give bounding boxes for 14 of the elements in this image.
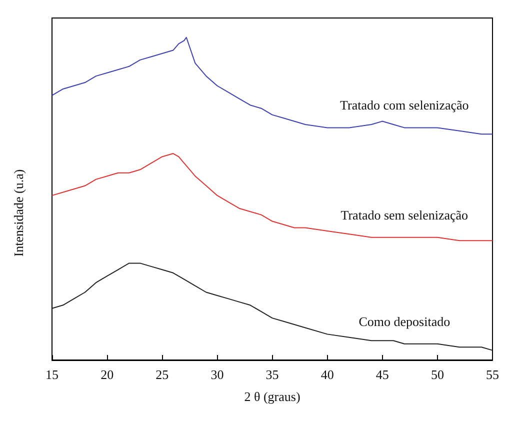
y-axis-title: Intensidade (u.a) [11,169,26,257]
series-label: Tratado com selenização [340,98,469,113]
x-tick-label: 35 [266,367,279,382]
x-axis-title: 2 θ (graus) [244,389,300,404]
x-tick-label: 50 [430,367,444,382]
series-label: Tratado sem selenização [340,207,468,222]
series-label: Como depositado [358,314,450,329]
x-tick-label: 40 [320,367,334,382]
x-tick-label: 30 [210,367,224,382]
x-tick-label: 25 [156,367,169,382]
x-tick-label: 15 [46,367,58,382]
x-tick-label: 45 [376,367,389,382]
x-tick-label: 55 [486,367,499,382]
x-tick-label: 20 [100,367,114,382]
